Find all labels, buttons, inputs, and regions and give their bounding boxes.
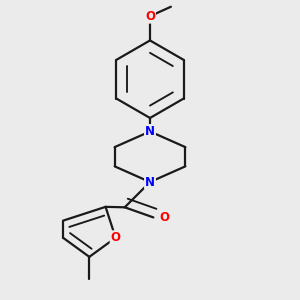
Text: O: O	[159, 211, 170, 224]
Text: N: N	[145, 176, 155, 188]
Text: O: O	[145, 10, 155, 23]
Text: O: O	[111, 231, 121, 244]
Text: N: N	[145, 125, 155, 138]
